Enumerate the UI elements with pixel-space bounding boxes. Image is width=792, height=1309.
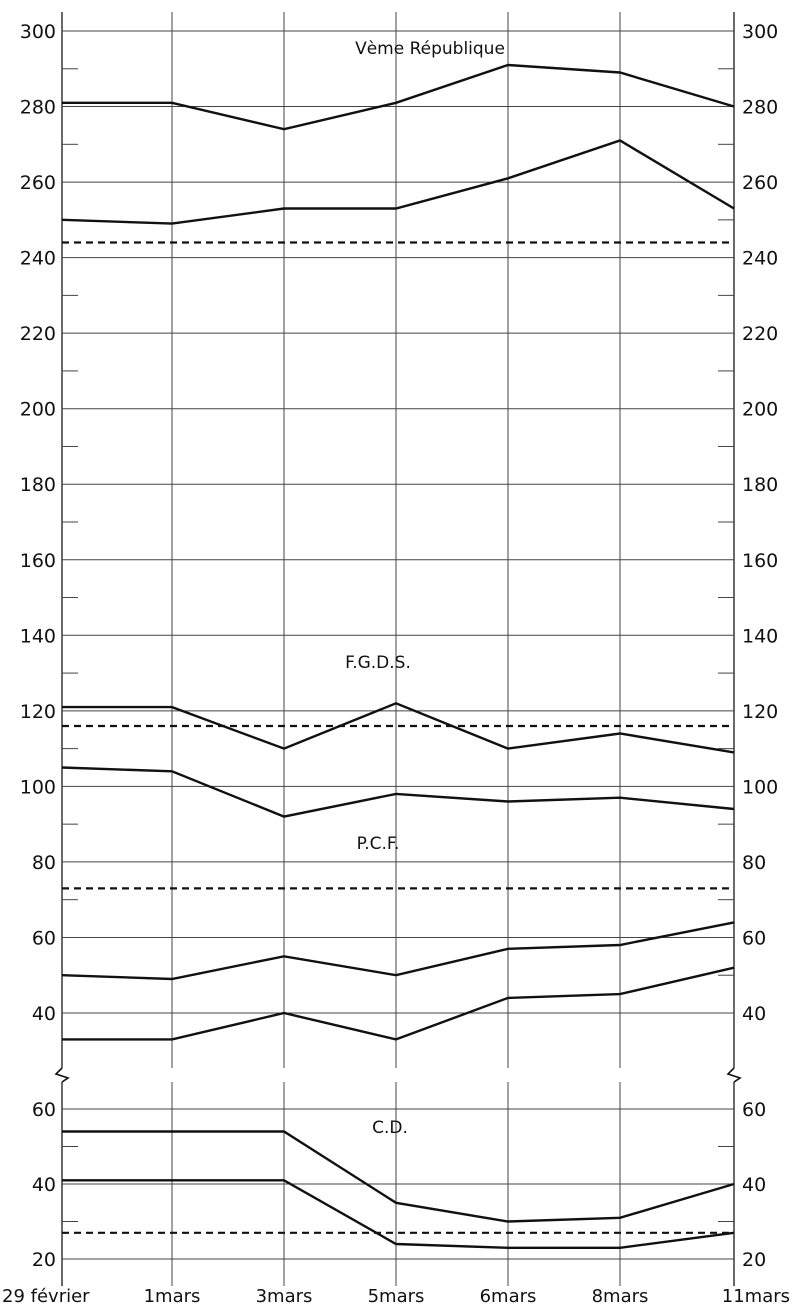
y-tick-label-right: 100 xyxy=(742,776,778,798)
x-tick-label: 6mars xyxy=(480,1286,537,1307)
y-tick-label-right: 180 xyxy=(742,474,778,496)
y-tick-label-left: 280 xyxy=(20,97,56,119)
y-tick-label-left: 260 xyxy=(20,172,56,194)
y-tick-label-left: 100 xyxy=(20,776,56,798)
y-tick-label-right: 60 xyxy=(742,1099,766,1121)
series-line xyxy=(61,921,735,981)
series-line xyxy=(62,1130,735,1223)
y-tick-label-left: 60 xyxy=(32,927,56,949)
x-tick-label: 3mars xyxy=(256,1286,313,1307)
y-tick-label-right: 40 xyxy=(742,1174,766,1196)
y-tick-label-right: 300 xyxy=(742,21,778,43)
y-tick-label-left: 140 xyxy=(20,625,56,647)
y-tick-label-left: 200 xyxy=(20,399,56,421)
y-tick-label-right: 140 xyxy=(742,625,778,647)
y-tick-label-left: 40 xyxy=(32,1003,56,1025)
series-annotation: Ⅴème République xyxy=(355,39,505,59)
y-tick-label-right: 240 xyxy=(742,248,778,270)
y-tick-label-left: 40 xyxy=(32,1174,56,1196)
y-tick-label-right: 260 xyxy=(742,172,778,194)
y-tick-label-right: 220 xyxy=(742,323,778,345)
series-line xyxy=(62,702,735,754)
axis-break-mark xyxy=(726,1067,742,1083)
y-tick-label-right: 20 xyxy=(742,1249,766,1271)
y-tick-label-left: 220 xyxy=(20,323,56,345)
x-tick-label: 1mars xyxy=(144,1286,201,1307)
x-tick-label: 11mars xyxy=(722,1286,790,1307)
series-line xyxy=(62,63,735,131)
series-annotation: P.C.F. xyxy=(357,834,400,854)
x-tick-label: 5mars xyxy=(368,1286,425,1307)
x-tick-label: 8mars xyxy=(592,1286,649,1307)
series-line xyxy=(61,139,735,225)
y-tick-label-right: 200 xyxy=(742,399,778,421)
y-tick-label-right: 40 xyxy=(742,1003,766,1025)
x-tick-label: 29 février xyxy=(2,1286,90,1307)
series-line xyxy=(62,966,735,1041)
y-tick-label-left: 60 xyxy=(32,1099,56,1121)
series-annotation: C.D. xyxy=(372,1118,408,1138)
series-annotation: F.G.D.S. xyxy=(345,653,411,673)
y-tick-label-right: 280 xyxy=(742,97,778,119)
y-tick-label-left: 160 xyxy=(20,550,56,572)
series-line xyxy=(61,766,735,818)
series-line xyxy=(62,1179,735,1250)
y-tick-label-left: 120 xyxy=(20,701,56,723)
axis-break-mark xyxy=(54,1067,70,1083)
y-tick-label-left: 300 xyxy=(20,21,56,43)
y-tick-label-right: 60 xyxy=(742,927,766,949)
y-tick-label-left: 180 xyxy=(20,474,56,496)
y-tick-label-left: 80 xyxy=(32,852,56,874)
y-tick-label-right: 120 xyxy=(742,701,778,723)
y-tick-label-left: 240 xyxy=(20,248,56,270)
y-tick-label-right: 80 xyxy=(742,852,766,874)
y-tick-label-left: 20 xyxy=(32,1249,56,1271)
y-tick-label-right: 160 xyxy=(742,550,778,572)
